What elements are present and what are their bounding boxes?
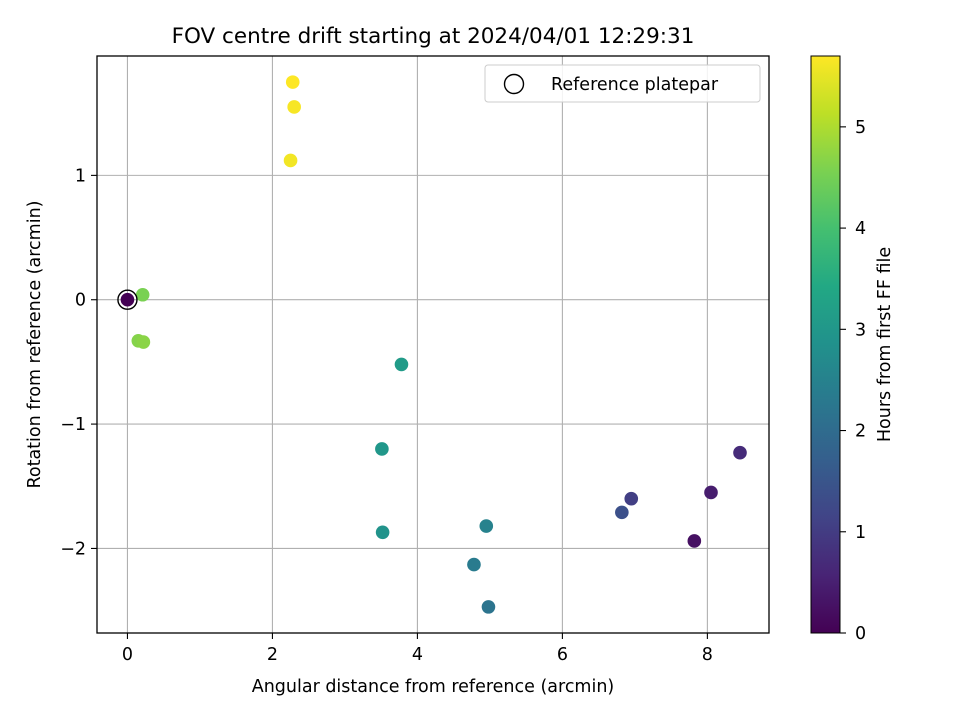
plot-area-frame	[96, 55, 770, 634]
legend-reference-marker	[503, 73, 525, 95]
data-point	[135, 287, 150, 302]
data-point	[481, 600, 496, 614]
colorbar-tick-label: 1	[855, 523, 866, 543]
chart-title: FOV centre drift starting at 2024/04/01 …	[172, 24, 695, 49]
x-tick-label: 8	[702, 645, 713, 665]
y-tick-label: −1	[60, 415, 86, 435]
colorbar-gradient	[810, 55, 841, 634]
data-point	[375, 442, 389, 456]
colorbar-tick-label: 4	[855, 219, 866, 239]
data-point	[287, 100, 301, 114]
data-point	[704, 485, 718, 500]
grid	[97, 56, 769, 633]
legend: Reference platepar	[484, 64, 761, 103]
data-point	[479, 519, 494, 533]
data-point	[624, 491, 639, 506]
x-axis-label: Angular distance from reference (arcmin)	[252, 677, 615, 697]
y-axis-ticks: −2 −1 0 1	[60, 166, 97, 559]
x-tick-label: 4	[412, 645, 423, 665]
data-point	[283, 153, 298, 168]
data-point	[467, 557, 481, 572]
y-tick-label: 1	[75, 166, 86, 186]
y-axis-label: Rotation from reference (arcmin)	[25, 201, 45, 489]
data-point	[394, 357, 409, 372]
data-point	[687, 534, 702, 548]
colorbar-label: Hours from first FF file	[875, 247, 895, 442]
x-tick-label: 2	[267, 645, 278, 665]
data-point	[136, 335, 151, 349]
legend-frame	[484, 64, 761, 103]
data-point	[285, 75, 300, 89]
data-point	[375, 525, 390, 540]
data-point	[733, 445, 747, 460]
data-points	[117, 75, 747, 614]
x-axis-ticks: 0 2 4 6 8	[122, 633, 713, 665]
colorbar-tick-label: 5	[855, 118, 866, 138]
colorbar-ticks: 0 1 2 3 4 5	[840, 118, 866, 644]
x-tick-label: 6	[557, 645, 568, 665]
data-point	[615, 505, 629, 520]
y-tick-label: −2	[60, 539, 86, 559]
legend-label: Reference platepar	[551, 75, 719, 95]
colorbar: 0 1 2 3 4 5 Hours from first FF file	[810, 55, 895, 644]
y-tick-label: 0	[75, 291, 86, 311]
colorbar-tick-label: 2	[855, 422, 866, 442]
reference-platepar-marker	[117, 289, 138, 310]
colorbar-tick-label: 3	[855, 320, 866, 340]
x-tick-label: 0	[122, 645, 133, 665]
data-point	[120, 292, 135, 307]
colorbar-tick-label: 0	[855, 624, 866, 644]
